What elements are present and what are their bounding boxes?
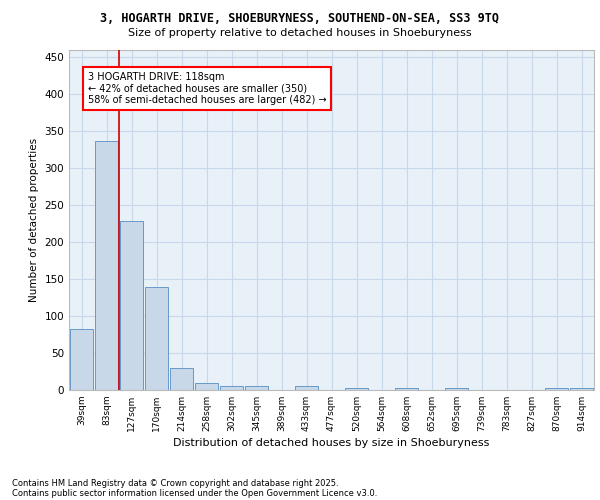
- Bar: [120, 222, 143, 390]
- Bar: [545, 388, 568, 390]
- Bar: [245, 386, 268, 390]
- Bar: [345, 388, 368, 390]
- X-axis label: Distribution of detached houses by size in Shoeburyness: Distribution of detached houses by size …: [173, 438, 490, 448]
- Text: Size of property relative to detached houses in Shoeburyness: Size of property relative to detached ho…: [128, 28, 472, 38]
- Bar: [145, 288, 168, 390]
- Bar: [570, 388, 593, 390]
- Y-axis label: Number of detached properties: Number of detached properties: [29, 138, 39, 302]
- Bar: [195, 382, 218, 390]
- Text: Contains public sector information licensed under the Open Government Licence v3: Contains public sector information licen…: [12, 488, 377, 498]
- Bar: [170, 368, 193, 390]
- Text: 3, HOGARTH DRIVE, SHOEBURYNESS, SOUTHEND-ON-SEA, SS3 9TQ: 3, HOGARTH DRIVE, SHOEBURYNESS, SOUTHEND…: [101, 12, 499, 26]
- Bar: [395, 388, 418, 390]
- Bar: [445, 388, 468, 390]
- Text: 3 HOGARTH DRIVE: 118sqm
← 42% of detached houses are smaller (350)
58% of semi-d: 3 HOGARTH DRIVE: 118sqm ← 42% of detache…: [88, 72, 326, 106]
- Text: Contains HM Land Registry data © Crown copyright and database right 2025.: Contains HM Land Registry data © Crown c…: [12, 478, 338, 488]
- Bar: [70, 328, 93, 390]
- Bar: [295, 386, 318, 390]
- Bar: [220, 386, 243, 390]
- Bar: [95, 141, 118, 390]
